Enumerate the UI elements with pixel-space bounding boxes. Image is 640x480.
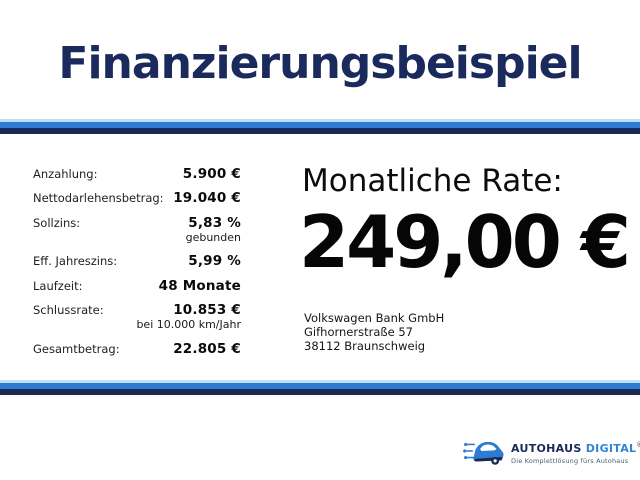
row-value: 19.040 €	[173, 190, 241, 206]
monthly-rate-label: Monatliche Rate:	[302, 163, 563, 199]
stripe-band-lightblue	[0, 380, 640, 383]
row-label: Laufzeit:	[33, 279, 83, 293]
table-row-laufzeit: Laufzeit: 48 Monate	[33, 278, 241, 294]
row-label: Nettodarlehensbetrag:	[33, 191, 164, 205]
finance-details-table: Anzahlung: 5.900 € Nettodarlehensbetrag:…	[33, 166, 241, 357]
monthly-rate-value: 249,00 €	[299, 200, 631, 284]
bank-city: 38112 Braunschweig	[304, 339, 426, 353]
stripe-band-lightblue	[0, 119, 640, 122]
logo-text-block: AUTOHAUS DIGITAL® Die Komplettlösung für…	[511, 441, 640, 465]
row-value: 22.805 €	[173, 341, 241, 357]
bank-address-block: Volkswagen Bank GmbH Gifhornerstraße 57 …	[304, 311, 444, 353]
page-title: Finanzierungsbeispiel	[58, 38, 582, 89]
table-row-sollzins: Sollzins: 5,83 %	[33, 215, 241, 231]
table-row-gesamtbetrag: Gesamtbetrag: 22.805 €	[33, 341, 241, 357]
divider-stripe-top	[0, 119, 640, 134]
row-value: 5,83 %	[188, 215, 241, 231]
row-note-kilometer: bei 10.000 km/Jahr	[136, 318, 241, 331]
bank-name: Volkswagen Bank GmbH	[304, 311, 445, 325]
table-row-schlussrate: Schlussrate: 10.853 €	[33, 302, 241, 318]
bank-street: Gifhornerstraße 57	[304, 325, 413, 339]
table-row-eff-jahreszins: Eff. Jahreszins: 5,99 %	[33, 253, 241, 269]
logo-tagline: Die Komplettlösung fürs Autohaus	[511, 457, 629, 465]
row-value: 48 Monate	[158, 278, 241, 294]
logo-word-autohaus: AUTOHAUS	[511, 442, 582, 455]
logo-word-digital: DIGITAL	[585, 442, 637, 455]
registered-trademark-icon: ®	[636, 441, 640, 449]
logo-wordmark: AUTOHAUS DIGITAL®	[511, 441, 640, 455]
stripe-band-navy	[0, 128, 640, 134]
row-label: Eff. Jahreszins:	[33, 254, 118, 268]
row-label: Anzahlung:	[33, 167, 98, 181]
car-icon	[463, 435, 505, 471]
stripe-band-navy	[0, 389, 640, 395]
row-note-gebunden: gebunden	[185, 231, 241, 244]
stripe-band-blue	[0, 383, 640, 389]
table-row-anzahlung: Anzahlung: 5.900 €	[33, 166, 241, 182]
row-value: 5,99 %	[188, 253, 241, 269]
stripe-band-blue	[0, 122, 640, 128]
row-value: 5.900 €	[182, 166, 241, 182]
row-label: Sollzins:	[33, 216, 81, 230]
autohaus-digital-logo: AUTOHAUS DIGITAL® Die Komplettlösung für…	[463, 435, 640, 471]
row-label: Schlussrate:	[33, 303, 104, 317]
row-value: 10.853 €	[173, 302, 241, 318]
divider-stripe-bottom	[0, 380, 640, 395]
row-label: Gesamtbetrag:	[33, 342, 120, 356]
table-row-nettodarlehensbetrag: Nettodarlehensbetrag: 19.040 €	[33, 190, 241, 206]
